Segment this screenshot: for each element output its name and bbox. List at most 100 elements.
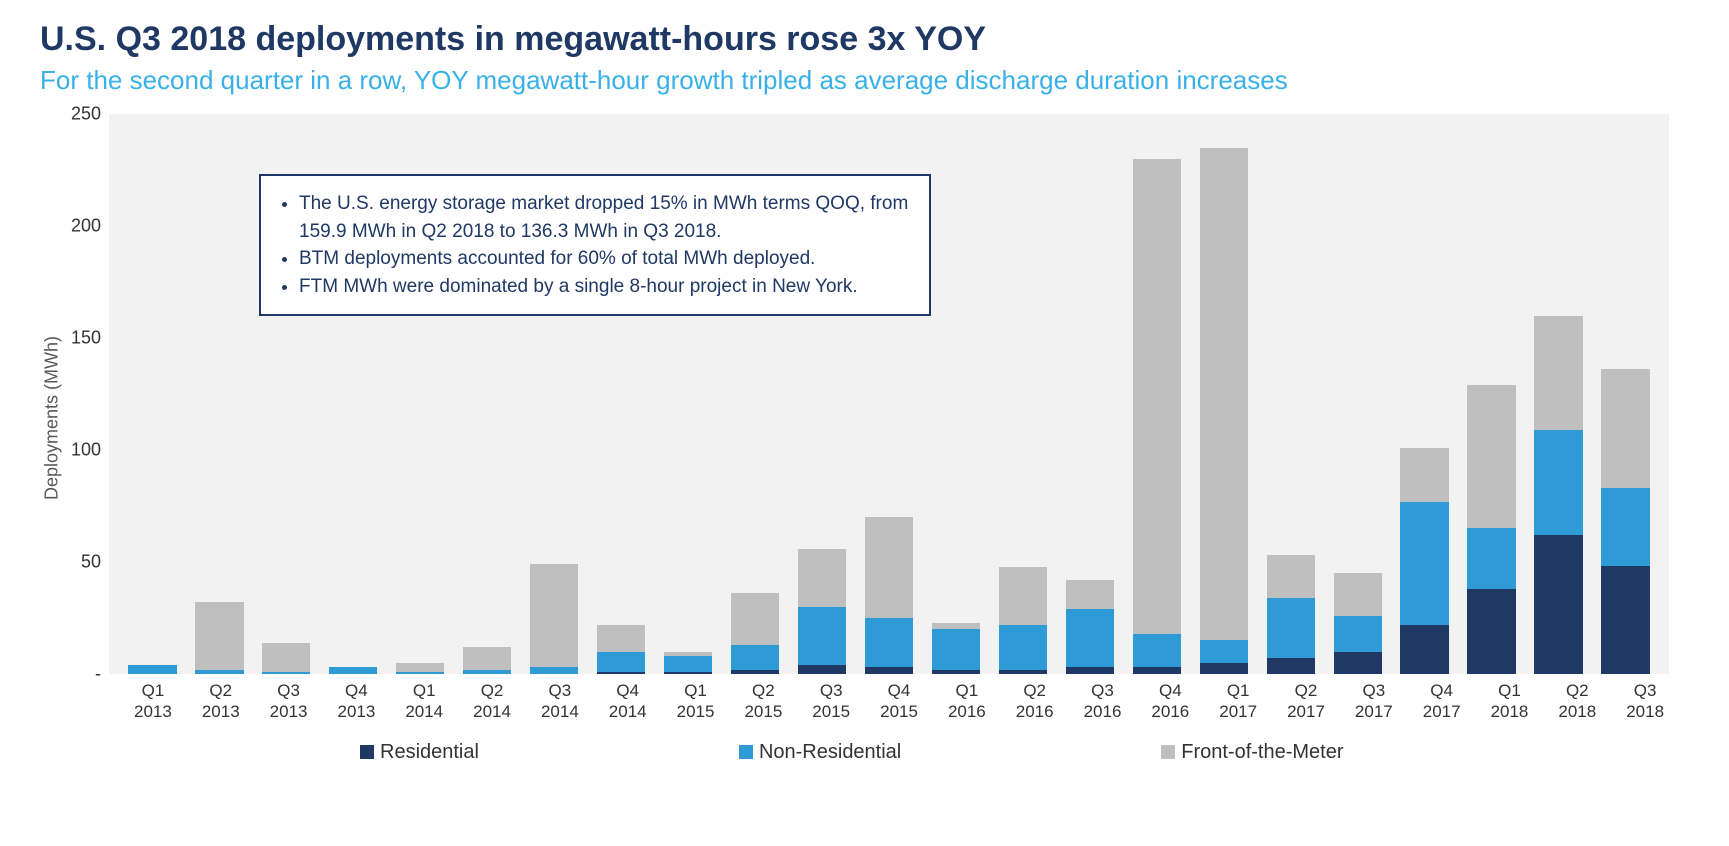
legend-label: Non-Residential <box>759 741 901 764</box>
bar-segment-nonres <box>1334 616 1382 652</box>
bar-segment-nonres <box>530 667 578 674</box>
legend-item-residential: Residential <box>360 741 479 764</box>
x-tick-label: Q22014 <box>458 674 526 723</box>
bar-column <box>186 114 253 674</box>
bar-stack <box>1267 555 1315 674</box>
y-tick-label: - <box>95 664 101 685</box>
callout-box: The U.S. energy storage market dropped 1… <box>259 174 931 316</box>
y-axis: -50100150200250 <box>80 114 109 674</box>
bar-segment-nonres <box>1133 634 1181 668</box>
bar-segment-res <box>664 672 712 674</box>
bar-column <box>1592 114 1659 674</box>
bar-stack <box>597 625 645 674</box>
bar-stack <box>664 652 712 674</box>
bar-stack <box>1066 580 1114 674</box>
bar-segment-nonres <box>1066 609 1114 667</box>
bar-segment-nonres <box>262 672 310 674</box>
plot-area: The U.S. energy storage market dropped 1… <box>109 114 1669 674</box>
y-tick-label: 50 <box>81 552 101 573</box>
x-tick-label: Q32017 <box>1340 674 1408 723</box>
bar-segment-ftm <box>1534 316 1582 430</box>
bar-stack <box>932 623 980 675</box>
bar-segment-res <box>865 667 913 674</box>
bar-segment-nonres <box>664 656 712 672</box>
bar-segment-res <box>1467 589 1515 674</box>
bar-segment-nonres <box>597 652 645 672</box>
bar-column <box>1458 114 1525 674</box>
x-tick-label: Q32018 <box>1611 674 1679 723</box>
swatch-icon <box>739 745 753 759</box>
bar-column <box>119 114 186 674</box>
x-tick-label: Q22016 <box>1001 674 1069 723</box>
bar-segment-nonres <box>731 645 779 670</box>
bar-segment-nonres <box>1601 488 1649 566</box>
bar-segment-ftm <box>597 625 645 652</box>
bar-column <box>1123 114 1190 674</box>
callout-bullet: BTM deployments accounted for 60% of tot… <box>299 245 911 273</box>
bar-segment-nonres <box>932 629 980 669</box>
x-tick-label: Q22015 <box>729 674 797 723</box>
bar-segment-nonres <box>396 672 444 674</box>
legend-item-non-residential: Non-Residential <box>739 741 901 764</box>
bar-segment-res <box>1200 663 1248 674</box>
bar-stack <box>865 517 913 674</box>
bar-segment-nonres <box>1267 598 1315 658</box>
x-tick-label: Q32016 <box>1069 674 1137 723</box>
x-tick-label: Q12018 <box>1476 674 1544 723</box>
bar-segment-res <box>1601 566 1649 674</box>
bar-stack <box>798 549 846 674</box>
bar-column <box>1525 114 1592 674</box>
bar-segment-nonres <box>1467 528 1515 588</box>
y-axis-label: Deployments (MWh) <box>42 336 63 500</box>
x-axis-labels: Q12013Q22013Q32013Q42013Q12014Q22014Q320… <box>109 674 1689 723</box>
x-tick-label: Q22018 <box>1543 674 1611 723</box>
bar-stack <box>1200 148 1248 674</box>
bar-column <box>1391 114 1458 674</box>
x-tick-label: Q12015 <box>662 674 730 723</box>
bar-segment-ftm <box>865 517 913 618</box>
bar-stack <box>396 663 444 674</box>
x-tick-label: Q12016 <box>933 674 1001 723</box>
bar-segment-ftm <box>1400 448 1448 502</box>
bar-segment-res <box>1334 652 1382 674</box>
x-tick-label: Q42016 <box>1136 674 1204 723</box>
bar-stack <box>128 665 176 674</box>
bar-stack <box>195 602 243 674</box>
bar-segment-res <box>1133 667 1181 674</box>
bar-segment-res <box>1534 535 1582 674</box>
bar-segment-res <box>1267 658 1315 674</box>
x-tick-label: Q32015 <box>797 674 865 723</box>
bar-segment-nonres <box>1400 502 1448 625</box>
bar-segment-ftm <box>1066 580 1114 609</box>
bar-segment-nonres <box>798 607 846 665</box>
y-tick-label: 150 <box>71 328 101 349</box>
bar-segment-res <box>999 670 1047 674</box>
bar-segment-nonres <box>1200 640 1248 662</box>
y-tick-label: 250 <box>71 104 101 125</box>
bar-stack <box>262 643 310 674</box>
x-tick-label: Q32014 <box>526 674 594 723</box>
bar-column <box>1190 114 1257 674</box>
y-tick-label: 100 <box>71 440 101 461</box>
bar-column <box>1257 114 1324 674</box>
bar-segment-res <box>1400 625 1448 674</box>
bar-segment-res <box>932 670 980 674</box>
x-tick-label: Q32013 <box>255 674 323 723</box>
bar-segment-res <box>597 672 645 674</box>
slide-subtitle: For the second quarter in a row, YOY meg… <box>40 65 1689 96</box>
callout-bullet: FTM MWh were dominated by a single 8-hou… <box>299 273 911 301</box>
y-tick-label: 200 <box>71 216 101 237</box>
bar-stack <box>1534 316 1582 674</box>
legend-label: Front-of-the-Meter <box>1181 741 1343 764</box>
legend: Residential Non-Residential Front-of-the… <box>40 741 1689 764</box>
legend-label: Residential <box>380 741 479 764</box>
x-tick-label: Q12014 <box>390 674 458 723</box>
bar-segment-res <box>1066 667 1114 674</box>
bar-segment-ftm <box>530 564 578 667</box>
bar-segment-ftm <box>262 643 310 672</box>
bar-segment-ftm <box>932 623 980 630</box>
bar-stack <box>530 564 578 674</box>
bar-segment-nonres <box>128 665 176 674</box>
x-tick-label: Q22017 <box>1272 674 1340 723</box>
bar-segment-nonres <box>329 667 377 674</box>
